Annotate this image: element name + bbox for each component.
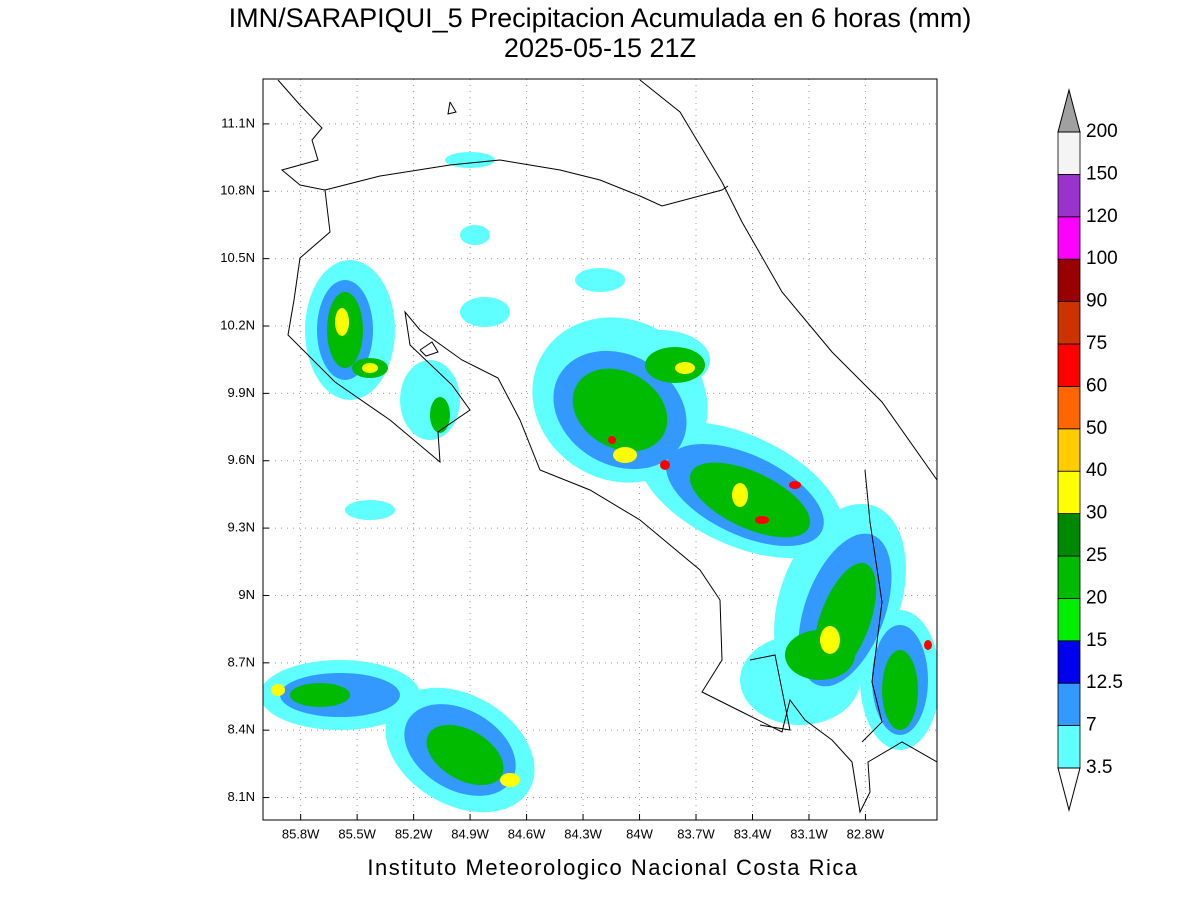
colorbar-over <box>1057 88 1081 133</box>
colorbar-label: 150 <box>1086 163 1118 184</box>
x-tick-label: 83.1W <box>790 826 828 841</box>
colorbar-label: 200 <box>1086 121 1118 142</box>
x-tick-label: 82.8W <box>847 826 885 841</box>
colorbar-label: 20 <box>1086 587 1107 608</box>
y-tick-label: 9.9N <box>228 385 255 400</box>
precip-field <box>263 79 937 814</box>
precip-heavy <box>290 292 918 786</box>
colorbar-under <box>1057 767 1081 812</box>
colorbar-label: 75 <box>1086 333 1107 354</box>
y-tick-label: 8.7N <box>228 654 255 669</box>
colorbar-label: 15 <box>1086 630 1107 651</box>
x-tick-label: 84.9W <box>451 826 489 841</box>
colorbar-label: 30 <box>1086 503 1107 524</box>
colorbar-label: 7 <box>1086 715 1097 736</box>
colorbar-swatch <box>1057 513 1081 557</box>
precip-intense <box>271 308 840 787</box>
y-tick-label: 8.4N <box>228 722 255 737</box>
colorbar-swatch <box>1057 385 1081 430</box>
colorbar-swatch <box>1057 598 1081 642</box>
colorbar-label: 25 <box>1086 545 1107 566</box>
colorbar: 3.5 7 12.5 15 20 25 30 40 50 60 75 90 100 120 150 200 <box>1057 88 1123 812</box>
colorbar-label: 90 <box>1086 291 1107 312</box>
x-tick-label: 85.5W <box>338 826 376 841</box>
colorbar-swatch <box>1057 343 1081 387</box>
colorbar-swatch <box>1057 555 1081 599</box>
x-tick-label: 84.3W <box>564 826 602 841</box>
colorbar-label: 3.5 <box>1086 757 1112 778</box>
y-tick-label: 10.8N <box>220 183 255 198</box>
y-tick-label: 11.1N <box>221 115 255 130</box>
coastlines <box>277 79 937 814</box>
x-tick-label: 84W <box>626 826 653 841</box>
footer: Instituto Meteorologico Nacional Costa R… <box>367 855 858 880</box>
map-frame <box>262 78 938 821</box>
colorbar-swatch <box>1057 682 1081 727</box>
colorbar-swatch <box>1057 470 1081 515</box>
x-tick-label: 83.7W <box>677 826 715 841</box>
x-tick-label: 83.4W <box>734 826 772 841</box>
y-tick-label: 10.2N <box>220 317 255 332</box>
colorbar-label: 50 <box>1086 418 1107 439</box>
x-tick-label: 85.8W <box>282 826 320 841</box>
x-tick-label: 84.6W <box>508 826 546 841</box>
colorbar-swatch <box>1057 301 1081 345</box>
colorbar-label: 120 <box>1086 206 1118 227</box>
colorbar-swatch <box>1057 131 1081 175</box>
colorbar-swatch <box>1057 258 1081 303</box>
colorbar-swatch <box>1057 173 1081 218</box>
map-title: IMN/SARAPIQUI_5 Precipitacion Acumulada … <box>229 3 972 33</box>
colorbar-label: 12.5 <box>1086 672 1123 693</box>
precip-light <box>263 152 937 813</box>
y-tick-label: 9N <box>238 587 255 602</box>
y-tick-label: 9.6N <box>228 452 255 467</box>
colorbar-label: 100 <box>1086 248 1118 269</box>
colorbar-swatch <box>1057 640 1081 684</box>
colorbar-swatch <box>1057 216 1081 260</box>
y-tick-label: 9.3N <box>228 520 255 535</box>
precip-extreme <box>608 436 932 650</box>
map-subtitle: 2025-05-15 21Z <box>504 33 696 63</box>
y-tick-label: 8.1N <box>228 789 255 804</box>
x-tick-label: 85.2W <box>395 826 433 841</box>
y-tick-label: 10.5N <box>220 250 255 265</box>
colorbar-label: 40 <box>1086 460 1107 481</box>
colorbar-swatch <box>1057 725 1081 769</box>
colorbar-swatch <box>1057 428 1081 472</box>
colorbar-label: 60 <box>1086 375 1107 396</box>
